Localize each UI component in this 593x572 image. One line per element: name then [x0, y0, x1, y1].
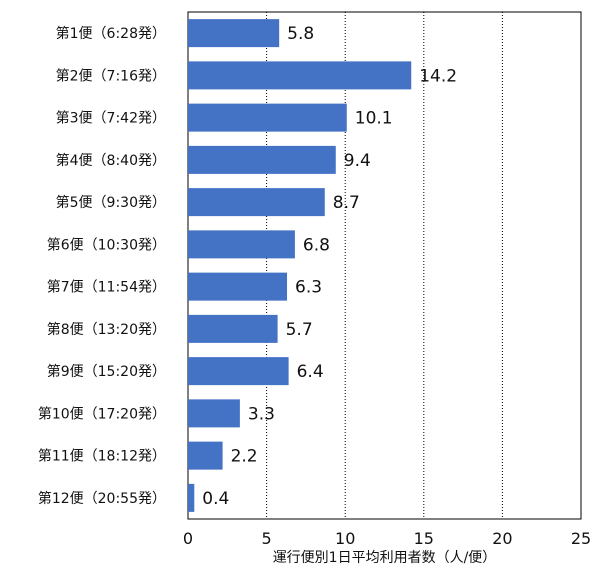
bar	[188, 441, 223, 470]
data-label: 9.4	[344, 151, 371, 171]
x-tick-label: 15	[414, 529, 434, 548]
x-tick-label: 25	[571, 529, 591, 548]
x-tick-label: 20	[492, 529, 512, 548]
data-label: 6.4	[297, 362, 324, 382]
bar	[188, 230, 295, 259]
data-label: 14.2	[419, 66, 457, 86]
plot-area-border	[187, 11, 582, 520]
category-label: 第10便（17:20発）	[38, 405, 166, 422]
category-label: 第9便（15:20発）	[47, 363, 166, 380]
category-label: 第12便（20:55発）	[38, 490, 166, 507]
bar	[188, 483, 195, 512]
bar	[188, 145, 336, 174]
category-label: 第6便（10:30発）	[47, 236, 166, 253]
data-label: 10.1	[355, 109, 393, 129]
category-label: 第5便（9:30発）	[56, 194, 166, 211]
data-label: 6.3	[295, 278, 322, 298]
bar	[188, 399, 240, 428]
data-label: 8.7	[333, 193, 360, 213]
data-label: 2.2	[231, 447, 258, 467]
bar	[188, 314, 278, 343]
x-tick-label: 0	[183, 529, 193, 548]
category-label: 第1便（6:28発）	[56, 25, 166, 42]
data-label: 3.3	[248, 404, 275, 424]
x-tick-label: 10	[335, 529, 355, 548]
category-label: 第7便（11:54発）	[47, 279, 166, 296]
category-label: 第3便（7:42発）	[56, 110, 166, 127]
gridlines	[266, 12, 503, 519]
category-label: 第4便（8:40発）	[56, 152, 166, 169]
bar	[188, 19, 280, 48]
bar	[188, 61, 412, 90]
category-label: 第2便（7:16発）	[56, 67, 166, 84]
category-label: 第8便（13:20発）	[47, 321, 166, 338]
x-axis-title: 運行便別1日平均利用者数（人/便）	[273, 550, 497, 566]
data-label: 6.8	[303, 235, 330, 255]
bar	[188, 103, 347, 132]
bar	[188, 272, 288, 301]
bar	[188, 188, 325, 217]
value-labels: 5.8 14.2 10.1 9.4 8.7 6.8 6.3 5.7 6.4 3.3 2.2 0.4	[202, 24, 457, 509]
x-tick-labels: 0 5 10 15 20 25	[183, 529, 591, 548]
x-tick-label: 5	[262, 529, 272, 548]
category-labels: 第1便（6:28発） 第2便（7:16発） 第3便（7:42発） 第4便（8:40発）…	[38, 25, 166, 507]
data-label: 0.4	[202, 489, 229, 509]
bar	[188, 357, 289, 386]
data-label: 5.7	[286, 320, 313, 340]
category-label: 第11便（18:12発）	[38, 448, 166, 465]
bars	[188, 19, 412, 512]
data-label: 5.8	[287, 24, 314, 44]
